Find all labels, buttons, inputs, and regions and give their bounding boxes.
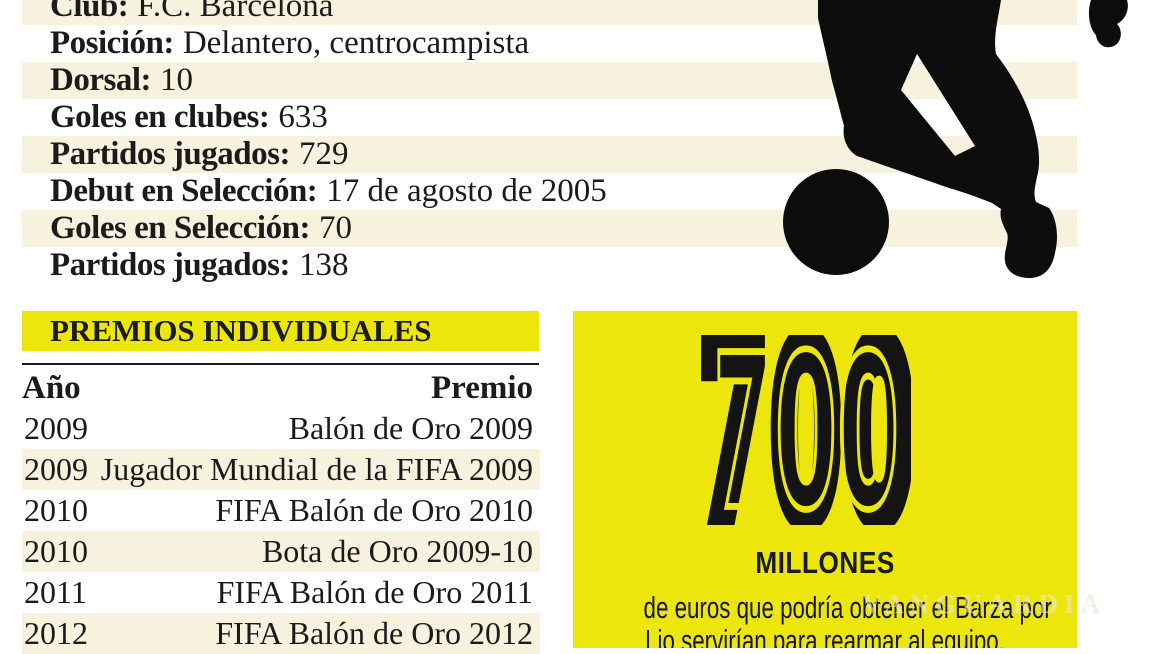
stat-row: Goles en clubes: 633 — [22, 99, 1077, 136]
award-row: 2009 Balón de Oro 2009 — [22, 408, 540, 449]
big-number-outline: 700 — [701, 335, 911, 525]
stat-label: Dorsal: — [50, 62, 151, 98]
award-row: 2010 Bota de Oro 2009-10 — [22, 531, 540, 572]
awards-col-prize: Premio — [430, 370, 533, 406]
stat-label: Goles en Selección: — [50, 210, 310, 246]
stat-row: Debut en Selección: 17 de agosto de 2005 — [22, 173, 1077, 210]
caption-line-1: de euros que podría obtener el Barza por — [643, 590, 1052, 625]
award-row: 2011 FIFA Balón de Oro 2011 — [22, 572, 540, 613]
award-year: 2010 — [24, 492, 88, 528]
awards-title: PREMIOS INDIVIDUALES — [50, 313, 432, 348]
stat-value: 17 de agosto de 2005 — [326, 173, 607, 209]
awards-col-year: Año — [22, 370, 81, 406]
award-prize: FIFA Balón de Oro 2012 — [215, 615, 533, 651]
stat-value: 633 — [278, 99, 328, 135]
award-year: 2009 — [24, 451, 88, 487]
awards-table-header: Año Premio — [22, 366, 533, 408]
award-row: 2012 FIFA Balón de Oro 2012 — [22, 613, 540, 654]
stat-row: Partidos jugados: 138 — [22, 247, 1077, 284]
stat-value: 10 — [159, 62, 193, 98]
awards-table: 2009 Balón de Oro 2009 2009 Jugador Mund… — [22, 408, 540, 654]
stat-row: Posición: Delantero, centrocampista — [22, 25, 1077, 62]
stat-label: Debut en Selección: — [50, 173, 318, 209]
award-row: 2010 FIFA Balón de Oro 2010 — [22, 490, 540, 531]
award-prize: Jugador Mundial de la FIFA 2009 — [100, 451, 533, 487]
big-number-inline: 700 — [713, 335, 899, 525]
award-year: 2011 — [24, 574, 87, 610]
stat-value: 70 — [318, 210, 352, 246]
stat-label: Posición: — [50, 25, 174, 61]
award-year: 2010 — [24, 533, 88, 569]
soccer-ball-icon — [783, 169, 889, 275]
highlight-box: 700 700 MILLONES de euros que podría obt… — [573, 311, 1077, 648]
caption-line-2: Lio servirían para rearmar al equipo. — [645, 623, 1005, 648]
awards-divider — [22, 363, 539, 365]
award-prize: FIFA Balón de Oro 2011 — [216, 574, 533, 610]
big-number-700: 700 700 — [701, 335, 911, 525]
award-row: 2009 Jugador Mundial de la FIFA 2009 — [22, 449, 540, 490]
player-legs-shape — [818, 0, 1057, 279]
stat-value: F.C. Barcelona — [137, 0, 334, 24]
stat-label: Partidos jugados: — [50, 247, 290, 283]
award-prize: Bota de Oro 2009-10 — [261, 533, 533, 569]
award-year: 2012 — [24, 615, 88, 651]
award-prize: FIFA Balón de Oro 2010 — [215, 492, 533, 528]
stat-value: Delantero, centrocampista — [182, 25, 530, 61]
stat-label: Goles en clubes: — [50, 99, 270, 135]
stat-value: 138 — [298, 247, 349, 283]
millones-label: MILLONES — [755, 545, 895, 580]
player-hand-shape — [1088, 0, 1128, 48]
soccer-player-silhouette-icon — [783, 0, 1128, 279]
award-year: 2009 — [24, 410, 88, 446]
highlight-caption: de euros que podría obtener el Barza por… — [573, 591, 1077, 648]
stat-label: Club: — [50, 0, 129, 24]
stat-label: Partidos jugados: — [50, 136, 290, 172]
award-prize: Balón de Oro 2009 — [288, 410, 533, 446]
stat-value: 729 — [298, 136, 349, 172]
awards-title-bar: PREMIOS INDIVIDUALES — [22, 311, 539, 351]
stat-row: Goles en Selección: 70 — [22, 210, 1077, 247]
